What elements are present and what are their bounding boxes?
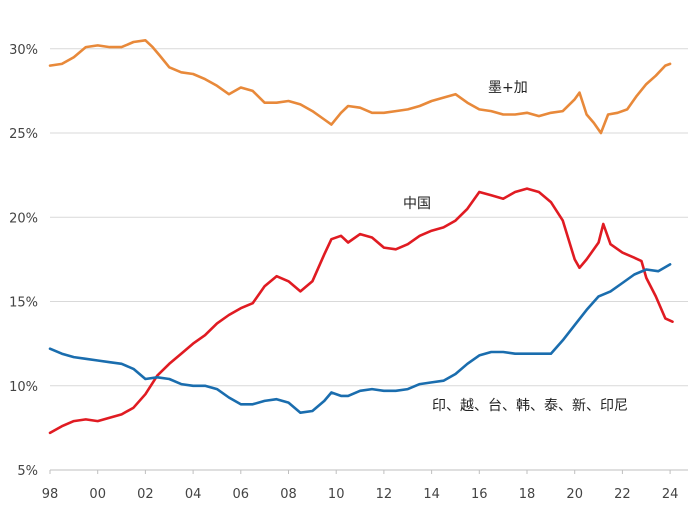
y-tick-label: 25% <box>9 127 38 142</box>
x-tick-label: 12 <box>376 487 393 502</box>
x-tick-label: 08 <box>280 487 297 502</box>
x-tick-label: 22 <box>614 487 631 502</box>
y-tick-label: 30% <box>9 43 38 58</box>
x-tick-label: 14 <box>423 487 440 502</box>
x-tick-label: 24 <box>662 487 679 502</box>
y-tick-label: 10% <box>9 380 38 395</box>
series-line-mex-can <box>48 38 672 135</box>
series-label-mex-can: 墨+加 <box>488 80 528 96</box>
x-tick-label: 04 <box>185 487 202 502</box>
y-tick-label: 15% <box>9 296 38 311</box>
series-label-asia-group: 印、越、台、韩、泰、新、印尼 <box>432 398 628 414</box>
x-tick-label: 10 <box>328 487 345 502</box>
x-tick-label: 00 <box>89 487 106 502</box>
x-tick-label: 16 <box>471 487 488 502</box>
y-tick-label: 20% <box>9 211 38 226</box>
series-lines <box>48 38 674 435</box>
x-tick-label: 18 <box>519 487 536 502</box>
series-line-china <box>48 187 674 435</box>
y-axis-ticks: 5% 10% 15% 20% 25% 30% <box>9 43 38 479</box>
series-label-china: 中国 <box>403 196 431 212</box>
gridlines <box>50 48 688 471</box>
series-line-asia-group <box>48 263 672 415</box>
x-tick-label: 06 <box>233 487 250 502</box>
x-tick-label: 20 <box>566 487 583 502</box>
x-axis-ticks: 98 00 02 04 06 08 10 12 14 16 18 20 22 24 <box>42 470 679 502</box>
x-tick-label: 02 <box>137 487 154 502</box>
y-tick-label: 5% <box>17 464 38 479</box>
x-tick-label: 98 <box>42 487 59 502</box>
